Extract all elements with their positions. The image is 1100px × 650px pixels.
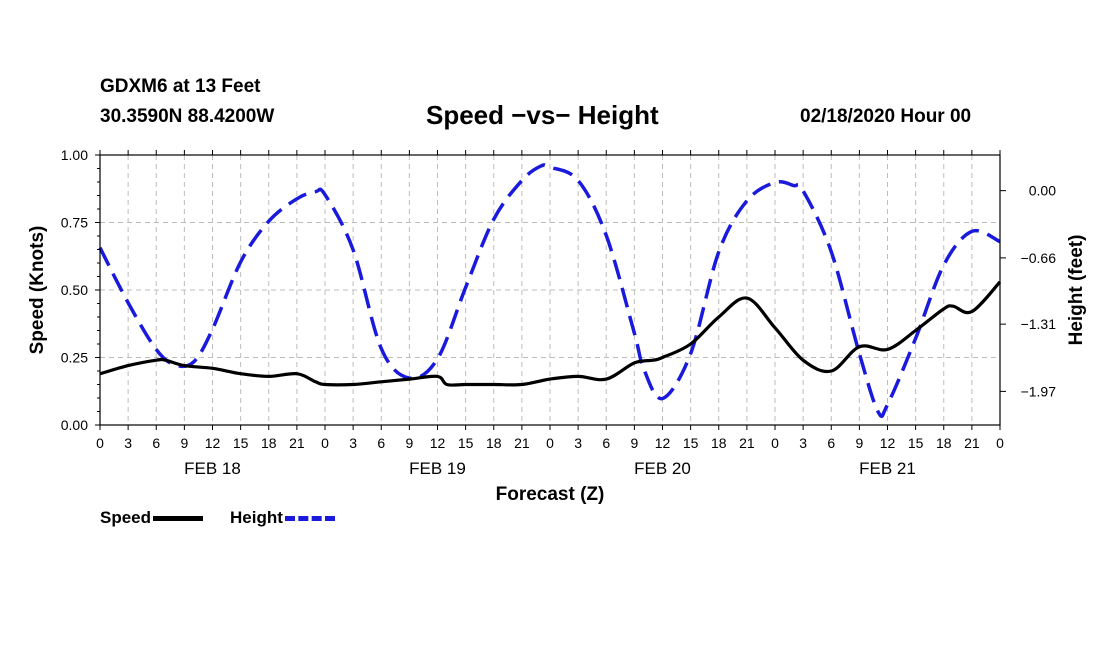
x-tick-label: 15 <box>458 435 474 451</box>
coordinates-label: 30.3590N 88.4200W <box>100 106 275 127</box>
height-series-line <box>98 163 1001 419</box>
x-tick-label: 3 <box>124 435 132 451</box>
x-tick-label: 0 <box>546 435 554 451</box>
y-tick-label-right: 0.00 <box>1029 183 1056 199</box>
y-axis-title-left: Speed (Knots) <box>27 226 48 355</box>
x-tick-label: 15 <box>233 435 249 451</box>
x-day-label: FEB 21 <box>859 459 916 478</box>
y-tick-label-left: 0.00 <box>61 417 88 433</box>
y-tick-label-right: −1.31 <box>1021 316 1057 332</box>
x-tick-label: 12 <box>655 435 671 451</box>
x-tick-label: 0 <box>996 435 1004 451</box>
x-tick-label: 3 <box>799 435 807 451</box>
y-tick-label-left: 0.75 <box>61 215 88 231</box>
y-tick-label-left: 0.50 <box>61 282 88 298</box>
x-tick-label: 6 <box>602 435 610 451</box>
x-tick-label: 21 <box>739 435 755 451</box>
legend-height-swatch <box>284 516 335 522</box>
x-tick-label: 21 <box>514 435 530 451</box>
station-label: GDXM6 at 13 Feet <box>100 76 261 97</box>
x-tick-label: 9 <box>405 435 413 451</box>
x-axis-title: Forecast (Z) <box>496 484 605 505</box>
x-tick-label: 21 <box>964 435 980 451</box>
x-tick-label: 6 <box>377 435 385 451</box>
x-tick-label: 15 <box>683 435 699 451</box>
axis-labels: 0 3 6 9 12 15 18 21 0 3 6 9 12 15 18 21 0 3 6 9 12 15 18 21 0 3 6 9… <box>27 147 1087 505</box>
forecast-timestamp: 02/18/2020 Hour 00 <box>800 106 972 127</box>
y-tick-label-left: 0.25 <box>61 350 88 366</box>
chart-title: Speed −vs− Height <box>426 100 659 130</box>
x-tick-label: 6 <box>152 435 160 451</box>
x-tick-label: 9 <box>180 435 188 451</box>
y-tick-label-right: −1.97 <box>1021 383 1057 399</box>
x-tick-label: 6 <box>827 435 835 451</box>
legend-height: Height <box>230 508 335 528</box>
x-tick-label: 12 <box>880 435 896 451</box>
x-tick-label: 18 <box>261 435 277 451</box>
y-tick-label-left: 1.00 <box>61 147 88 163</box>
x-tick-label: 18 <box>711 435 727 451</box>
x-tick-label: 3 <box>574 435 582 451</box>
x-tick-label: 18 <box>936 435 952 451</box>
legend-speed: Speed <box>100 508 204 528</box>
x-day-label: FEB 18 <box>184 459 241 478</box>
x-tick-label: 0 <box>771 435 779 451</box>
x-tick-label: 9 <box>855 435 863 451</box>
x-tick-label: 0 <box>96 435 104 451</box>
x-tick-label: 18 <box>486 435 502 451</box>
x-tick-label: 21 <box>289 435 305 451</box>
x-tick-label: 9 <box>630 435 638 451</box>
x-tick-label: 0 <box>321 435 329 451</box>
legend-height-label: Height <box>230 508 283 527</box>
speed-series-line <box>99 280 1002 387</box>
y-axis-title-right: Height (feet) <box>1066 235 1087 346</box>
x-tick-label: 3 <box>349 435 357 451</box>
axis-ticks <box>95 150 1006 430</box>
x-day-label: FEB 19 <box>409 459 466 478</box>
grid-lines <box>100 155 1000 425</box>
x-day-label: FEB 20 <box>634 459 691 478</box>
y-tick-label-right: −0.66 <box>1021 250 1057 266</box>
x-tick-label: 15 <box>908 435 924 451</box>
legend-speed-label: Speed <box>100 508 152 527</box>
series-lines <box>98 163 1002 419</box>
legend-speed-swatch <box>153 516 204 522</box>
x-tick-label: 12 <box>205 435 221 451</box>
x-tick-label: 12 <box>430 435 446 451</box>
